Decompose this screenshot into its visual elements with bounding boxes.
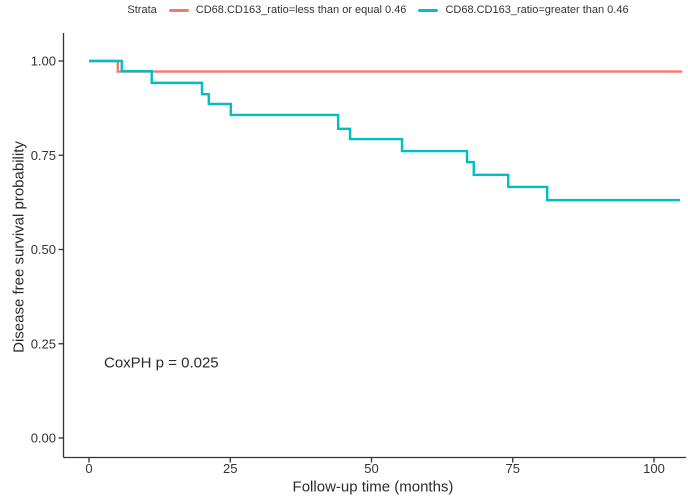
y-tick-label: 0.75 [31, 148, 56, 163]
legend-item-label: CD68.CD163_ratio=greater than 0.46 [445, 4, 629, 16]
y-tick-label: 1.00 [31, 54, 56, 69]
legend-title: Strata [127, 4, 157, 16]
legend-line-swatch-teal [418, 8, 439, 12]
legend: Strata CD68.CD163_ratio=less than or equ… [68, 4, 688, 16]
x-axis-title: Follow-up time (months) [292, 478, 454, 496]
y-tick-label: 0.50 [31, 242, 56, 257]
x-tick-label: 0 [85, 461, 92, 476]
x-tick-label: 25 [223, 461, 237, 476]
coxph-pvalue-annotation: CoxPH p = 0.025 [104, 354, 219, 372]
km-curve-le-046 [89, 59, 683, 73]
y-tick-label: 0.25 [31, 336, 56, 351]
x-tick-label: 75 [506, 461, 520, 476]
km-curve-gt-046 [89, 59, 680, 202]
legend-item-le-046: CD68.CD163_ratio=less than or equal 0.46 [168, 4, 407, 16]
legend-item-label: CD68.CD163_ratio=less than or equal 0.46 [195, 4, 407, 16]
legend-item-gt-046: CD68.CD163_ratio=greater than 0.46 [418, 4, 629, 16]
x-tick-label: 100 [643, 461, 665, 476]
y-tick-label: 0.00 [31, 431, 56, 446]
y-axis-title: Disease free survival probability [10, 141, 28, 353]
x-tick-label: 50 [364, 461, 378, 476]
legend-line-swatch-salmon [168, 8, 189, 12]
